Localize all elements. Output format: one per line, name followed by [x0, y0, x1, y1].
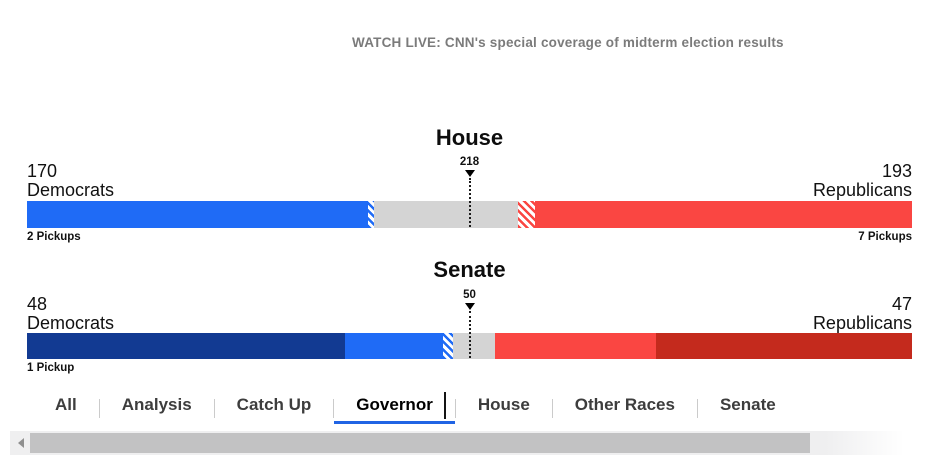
tab-analysis[interactable]: Analysis [100, 392, 214, 424]
horizontal-scrollbar[interactable] [10, 431, 935, 455]
house-pickups-row: 2 Pickups 7 Pickups [27, 231, 912, 243]
senate-segment-republicans-holdovers [656, 333, 912, 359]
house-majority-marker-label: 218 [459, 156, 480, 168]
house-bar [27, 201, 912, 228]
house-republicans-party: Republicans [812, 180, 912, 200]
senate-segment-republicans-won [495, 333, 656, 359]
house-segment-democrats-leading [368, 201, 374, 228]
senate-republicans-label: 47 Republicans [813, 295, 912, 333]
tab-senate[interactable]: Senate [698, 392, 798, 424]
senate-democrats-count: 48 [27, 294, 48, 314]
house-democrats-party: Democrats [27, 180, 115, 200]
house-democrats-label: 170 Democrats [27, 162, 114, 200]
marker-arrow-icon [464, 303, 475, 310]
tab-separator [333, 398, 335, 418]
senate-bar [27, 333, 912, 359]
senate-democrats-pickups: 1 Pickup [27, 362, 75, 374]
senate-balance-of-power: Senate 50 48 Democrats 47 Republicans 1 … [27, 257, 912, 379]
house-title: House [435, 125, 504, 150]
tab-all[interactable]: All [33, 392, 99, 424]
text-cursor [444, 392, 446, 419]
senate-democrats-party: Democrats [27, 313, 115, 333]
house-segment-republicans-leading [518, 201, 535, 228]
senate-majority-marker-label: 50 [463, 289, 476, 301]
senate-republicans-party: Republicans [812, 313, 912, 333]
tab-house[interactable]: House [456, 392, 552, 424]
marker-arrow-icon [464, 170, 475, 177]
tab-governor[interactable]: Governor [334, 392, 455, 424]
senate-segment-undecided [453, 333, 495, 359]
house-republicans-pickups: 7 Pickups [858, 231, 912, 243]
house-segment-republicans-won [535, 201, 912, 228]
tab-other-races[interactable]: Other Races [553, 392, 697, 424]
tab-catch-up[interactable]: Catch Up [215, 392, 334, 424]
senate-title: Senate [433, 257, 506, 282]
senate-segment-democrats-leading [443, 333, 453, 359]
scrollbar-thumb[interactable] [30, 433, 810, 453]
senate-republicans-count: 47 [891, 294, 912, 314]
house-segment-undecided [374, 201, 518, 228]
house-republicans-label: 193 Republicans [813, 162, 912, 200]
tab-separator [551, 398, 553, 418]
senate-segment-democrats-holdovers [27, 333, 345, 359]
tab-bar: All Analysis Catch Up Governor House Other Ra… [33, 392, 798, 424]
house-balance-of-power: House 218 170 Democrats 193 Republicans … [27, 125, 912, 250]
tab-separator [696, 398, 698, 418]
house-democrats-pickups: 2 Pickups [27, 231, 81, 243]
tab-separator [98, 398, 100, 418]
scroll-left-arrow-icon[interactable] [18, 438, 24, 448]
house-democrats-count: 170 [27, 161, 58, 181]
house-republicans-count: 193 [881, 161, 912, 181]
senate-democrats-label: 48 Democrats [27, 295, 114, 333]
senate-pickups-row: 1 Pickup [27, 362, 912, 374]
house-segment-democrats-won [27, 201, 368, 228]
watch-live-banner[interactable]: WATCH LIVE: CNN's special coverage of mi… [352, 35, 784, 50]
tab-separator [454, 398, 456, 418]
tab-separator [213, 398, 215, 418]
senate-segment-democrats-won [345, 333, 443, 359]
